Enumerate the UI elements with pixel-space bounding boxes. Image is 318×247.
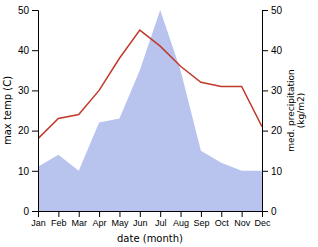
y-tick-label: 30 [18,85,30,96]
x-tick: Nov [234,211,251,228]
y2-tick: 10 [262,166,283,177]
x-tick-mark [119,211,120,217]
x-tick: Jan [31,211,46,228]
x-tick-mark [99,211,100,217]
x-tick-mark [201,211,202,217]
x-tick-label: Nov [234,218,251,228]
y2-axis-title: med. precipitation(kg/m2) [286,69,306,151]
x-tick-label: Sep [193,218,209,228]
y2-tick: 50 [262,5,283,16]
y-tick: 30 [18,85,38,96]
y-tick-label: 0 [23,206,29,217]
x-tick-label: Jul [155,218,167,228]
y-tick-label: 50 [18,5,30,16]
x-tick-label: Feb [51,218,67,228]
y2-tick-label: 10 [271,166,283,177]
y-tick: 40 [18,45,38,56]
x-tick: Jun [133,211,148,228]
y-tick-mark [32,131,38,132]
x-tick-label: May [111,218,129,228]
y2-tick-label: 20 [271,125,283,136]
y2-tick-label: 30 [271,85,283,96]
plot-area: JanFebMarAprMayJunJulAugSepOctNovDec0102… [18,5,283,229]
x-tick-label: Jan [31,218,46,228]
y-tick-label: 10 [18,166,30,177]
line [38,30,262,139]
y-axis-title: max temp (C) [2,76,13,145]
x-tick-mark [242,211,243,217]
y-tick: 0 [23,206,38,217]
y-tick-mark [32,50,38,51]
area [38,10,262,211]
x-tick: Mar [71,211,87,228]
x-tick-label: Aug [173,218,189,228]
y2-tick: 30 [262,85,283,96]
y-tick-mark [32,211,38,212]
x-axis: Jan Feb Mar Apr May Jun Jul Aug Sep Oct NovDec [31,211,271,228]
chart: JanFebMarAprMayJunJulAugSepOctNovDec0102… [0,0,318,247]
y2-tick: 0 [262,206,277,217]
y2-tick-mark [262,211,268,212]
axis-line [39,212,263,218]
x-tick-mark [140,211,141,217]
marks [38,10,262,211]
y2-tick-mark [262,90,268,91]
x-tick-mark [58,211,59,217]
y2-tick-label: 40 [271,45,283,56]
x-tick: May [111,211,129,228]
x-tick: Aug [173,211,189,228]
y2-tick: 40 [262,45,283,56]
x-tick-mark [160,211,161,217]
y2-tick: 20 [262,125,283,136]
x-tick-mark [79,211,80,217]
x-tick-label: Apr [93,218,107,228]
x-tick-label: Oct [215,218,230,228]
x-tick: Sep [193,211,209,228]
axis-line [263,11,269,212]
x-tick: Oct [215,211,230,228]
y-tick: 10 [18,166,38,177]
y2-tick-mark [262,131,268,132]
x-tick: Jul [155,211,167,228]
y2-axis: 0 10 20 30 40 50 [262,5,283,217]
y2-tick-mark [262,50,268,51]
y2-tick-mark [262,10,268,11]
y-tick: 50 [18,5,38,16]
y-tick: 20 [18,125,38,136]
y-tick-mark [32,10,38,11]
x-tick-mark [221,211,222,217]
x-tick-label: Jun [133,218,148,228]
y-tick-label: 20 [18,125,30,136]
x-tick-label: Dec [254,218,271,228]
y2-tick-mark [262,171,268,172]
x-tick-label: Mar [71,218,87,228]
x-axis-title: date (month) [117,233,183,244]
y2-tick-label: 50 [271,5,283,16]
axis-line [32,11,39,212]
x-tick: Dec [254,211,271,228]
y-tick-label: 40 [18,45,30,56]
x-tick: Apr [93,211,107,228]
y2-tick-label: 0 [271,206,277,217]
y-tick-mark [32,171,38,172]
x-tick-mark [181,211,182,217]
x-tick: Feb [51,211,67,228]
y-axis: 0 10 20 30 40 50 [18,5,39,217]
y-tick-mark [32,90,38,91]
